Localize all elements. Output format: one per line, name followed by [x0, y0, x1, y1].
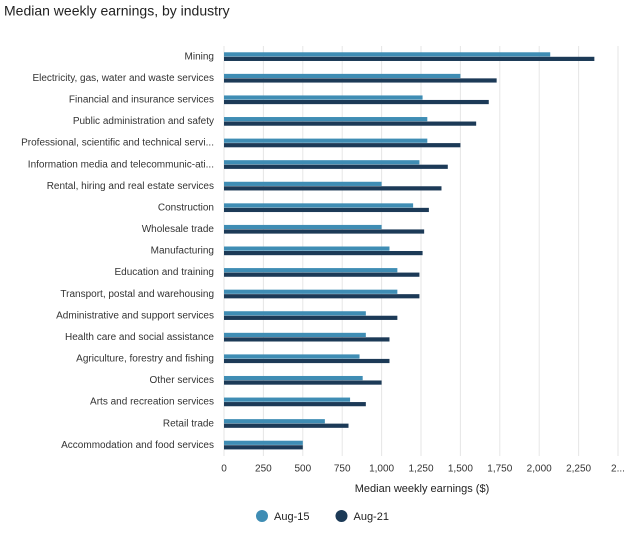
bar [224, 143, 461, 148]
bar [224, 246, 390, 251]
legend-marker [256, 510, 268, 522]
bar [224, 78, 497, 83]
x-tick-label: 0 [221, 464, 227, 475]
x-tick-label: 1,000 [369, 464, 394, 475]
x-axis-label: Median weekly earnings ($) [355, 483, 490, 495]
y-tick-label: Retail trade [163, 418, 215, 429]
bar [224, 121, 477, 126]
bar [224, 354, 360, 359]
y-tick-label: Public administration and safety [73, 116, 214, 127]
y-tick-label: Accommodation and food services [61, 440, 214, 451]
bar [224, 203, 414, 208]
bar [224, 99, 489, 105]
bar [224, 181, 382, 186]
legend-label: Aug-15 [274, 511, 309, 523]
legend-label: Aug-21 [353, 511, 388, 523]
bar [224, 332, 366, 338]
bar [224, 251, 423, 256]
bar [224, 224, 382, 230]
x-tick-label: 250 [255, 464, 272, 475]
bar [224, 294, 420, 299]
bar [224, 56, 595, 61]
y-tick-label: Mining [185, 51, 214, 62]
bar [224, 160, 420, 165]
x-tick-label: 1,500 [448, 464, 473, 475]
y-tick-label: Manufacturing [151, 246, 214, 257]
bar [224, 95, 423, 100]
bar [224, 164, 448, 169]
bar [224, 52, 551, 57]
bar [224, 358, 390, 364]
y-tick-label: Financial and insurance services [69, 95, 214, 106]
bar [224, 375, 363, 381]
x-tick-label: 750 [334, 464, 351, 475]
x-tick-label: 2,000 [527, 464, 552, 475]
bar [224, 117, 428, 122]
bar [224, 423, 349, 428]
y-tick-label: Wholesale trade [142, 224, 215, 235]
bar [224, 311, 366, 316]
y-tick-label: Rental, hiring and real estate services [47, 181, 214, 192]
x-tick-label: 500 [294, 464, 311, 475]
y-tick-label: Administrative and support services [56, 310, 214, 321]
bar [224, 380, 382, 385]
chart-title: Median weekly earnings, by industry [4, 3, 230, 19]
y-tick-label: Electricity, gas, water and waste servic… [32, 73, 214, 84]
bar [224, 272, 420, 277]
x-tick-label: 1,750 [487, 464, 512, 475]
y-tick-label: Agriculture, forestry and fishing [76, 354, 214, 365]
bar [224, 207, 429, 213]
bar [224, 445, 303, 450]
x-tick-label: 1,250 [408, 464, 433, 475]
y-tick-label: Professional, scientific and technical s… [21, 138, 214, 149]
y-tick-label: Health care and social assistance [65, 332, 214, 343]
x-tick-label: 2,250 [566, 464, 591, 475]
bar [224, 402, 366, 407]
bar [224, 289, 398, 294]
bar [224, 337, 390, 342]
bar [224, 440, 303, 445]
bar [224, 229, 425, 234]
y-tick-label: Education and training [114, 267, 214, 278]
y-tick-label: Other services [150, 375, 214, 386]
bar [224, 419, 325, 424]
bar [224, 397, 351, 402]
bar [224, 186, 442, 191]
y-tick-label: Transport, postal and warehousing [60, 289, 214, 300]
bar [224, 315, 398, 320]
bar [224, 268, 398, 273]
legend-marker [335, 510, 348, 522]
bar [224, 73, 461, 79]
x-tick-label: 2... [611, 464, 625, 475]
y-tick-label: Construction [158, 202, 214, 213]
y-tick-label: Arts and recreation services [90, 397, 214, 408]
bar [224, 138, 428, 143]
y-tick-label: Information media and telecommunic-ati..… [28, 159, 214, 170]
